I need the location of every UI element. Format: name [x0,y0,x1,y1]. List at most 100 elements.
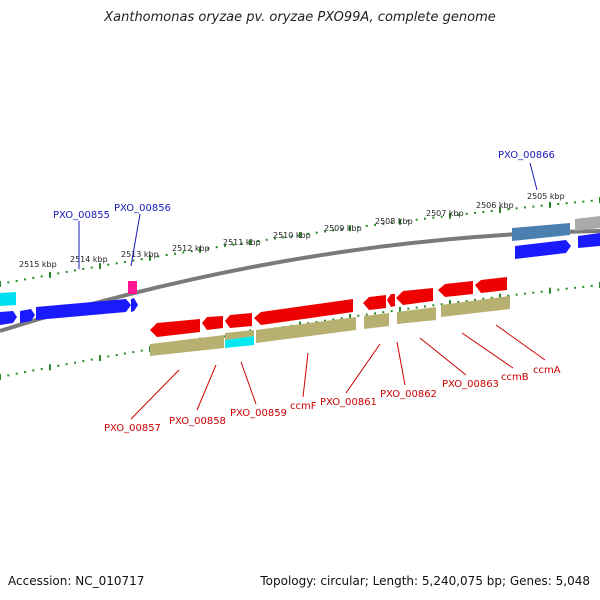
inner-tick [424,305,426,308]
label-pxo00858[interactable]: PXO_00858 [169,416,226,427]
forward-gene-track [0,216,600,325]
label-pxo00866[interactable]: PXO_00866 [498,150,555,161]
leader-line-ccma [495,324,546,361]
outer-tick [190,250,193,253]
outer-tick [540,204,543,207]
outer-tick [57,272,60,275]
inner-tick [57,364,60,367]
inner-tick [132,351,135,354]
outer-tick [349,225,351,232]
inner-tick [532,291,535,294]
forward-gene-pxo00856[interactable] [128,281,137,294]
outer-tick [149,254,151,261]
cds-track [150,296,510,356]
outer-tick [182,251,185,254]
reverse-gene-pxo00859[interactable] [225,313,252,328]
forward-gene-blue-right[interactable] [515,240,571,259]
forward-gene-left-cyan[interactable] [0,292,16,306]
reverse-gene-pxo00858[interactable] [202,316,223,330]
leader-line-pxo00858 [196,364,217,411]
topology-info-text: Topology: circular; Length: 5,240,075 bp… [260,574,590,588]
outer-tick [99,263,101,270]
outer-tick [382,222,385,225]
label-pxo00855[interactable]: PXO_00855 [53,210,110,221]
label-ccmf[interactable]: ccmF [290,401,317,412]
forward-gene-pxo00866[interactable] [512,223,570,241]
forward-gene-grey-right[interactable] [575,216,600,231]
forward-gene-blue-far-right[interactable] [578,233,600,248]
label-pxo00859[interactable]: PXO_00859 [230,408,287,419]
outer-tick [574,201,576,204]
outer-tick [290,235,293,238]
reverse-gene-pxo00862[interactable] [396,288,433,305]
inner-tick [582,285,585,288]
inner-tick [65,363,68,366]
label-pxo00861[interactable]: PXO_00861 [320,397,377,408]
outer-tick [365,225,368,227]
cds-band-5[interactable] [397,307,436,324]
outer-tick [0,281,1,287]
cds-band-3[interactable] [256,317,356,343]
cds-band-6[interactable] [441,296,510,317]
outer-tick [307,232,310,235]
forward-gene-pxo00855[interactable] [36,299,131,320]
inner-tick [140,349,143,352]
map-title: Xanthomonas oryzae pv. oryzae PXO99A, co… [104,10,496,25]
outer-tick [532,205,535,208]
outer-tick [390,221,393,224]
outer-tick [324,230,326,233]
inner-tick [565,287,568,290]
outer-tick [207,247,210,250]
outer-tick [124,260,126,263]
reverse-gene-ccmf[interactable] [254,299,353,325]
inner-tick [574,286,576,289]
label-ccma[interactable]: ccmA [533,365,561,376]
outer-tick [557,203,560,205]
forward-gene-tiny[interactable] [131,298,138,312]
label-pxo00857[interactable]: PXO_00857 [104,423,161,434]
inner-tick [32,369,35,372]
leader-line-pxo00859 [240,361,257,405]
forward-gene-left-blue[interactable] [0,311,17,325]
reverse-gene-pxo00861[interactable] [363,295,386,310]
outer-tick [90,266,93,269]
outer-tick [140,258,143,261]
outer-tick [274,237,276,240]
top-gene-labels: PXO_00855 PXO_00856 PXO_00866 [53,150,555,269]
cds-band-1[interactable] [150,335,224,356]
inner-tick [115,354,118,356]
outer-tick [474,211,476,214]
inner-tick [0,374,1,380]
outer-tick-track [0,197,600,287]
inner-tick [407,307,410,310]
forward-gene-small[interactable] [20,309,35,323]
inner-tick [457,301,460,303]
inner-tick [549,287,551,294]
outer-tick [490,210,493,212]
reverse-gene-pxo00863[interactable] [438,281,473,297]
outer-tick [107,263,110,266]
inner-tick [340,317,343,320]
outer-tick [74,269,76,272]
reverse-gene-pxo00857[interactable] [150,319,200,337]
outer-tick [524,206,526,209]
reverse-gene-ccmb-ccma[interactable] [475,277,507,293]
label-pxo00863[interactable]: PXO_00863 [442,379,499,390]
inner-tick [540,290,543,293]
label-ccmb[interactable]: ccmB [501,372,529,383]
label-pxo00862[interactable]: PXO_00862 [380,389,437,400]
outer-tick [374,223,376,226]
outer-tick [174,252,176,255]
leader-line-pxo00863 [419,337,467,376]
kbp-label-2507: 2507 kbp [426,209,464,218]
outer-tick [249,239,251,246]
cds-band-4[interactable] [364,313,389,329]
label-pxo00856[interactable]: PXO_00856 [114,203,171,214]
cds-band-2[interactable] [225,330,254,340]
outer-tick [265,238,268,241]
outer-tick [115,262,118,265]
reverse-gene-pxo00861b[interactable] [387,294,395,307]
outer-tick [65,270,68,273]
inner-tick [24,371,26,374]
